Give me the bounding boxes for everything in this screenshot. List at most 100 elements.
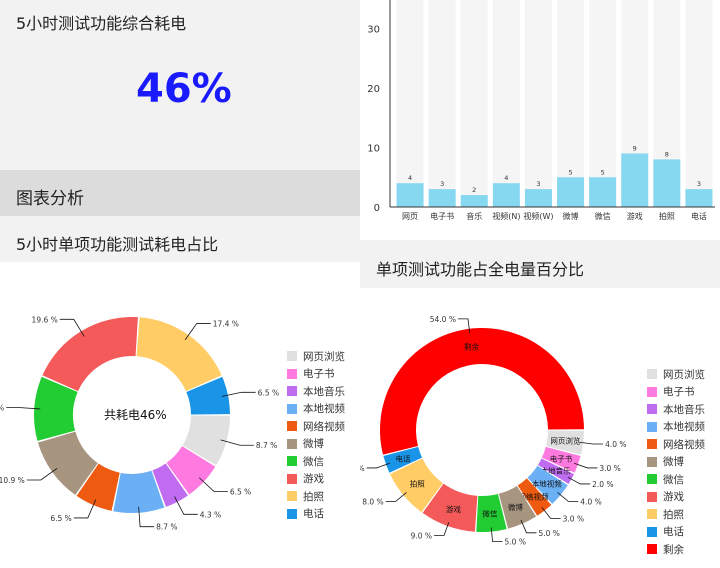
legend-swatch bbox=[647, 491, 657, 502]
right-legend-item: 剩余 bbox=[647, 541, 684, 557]
bar-item-3 bbox=[492, 183, 520, 207]
bar-background-item-2 bbox=[460, 0, 488, 207]
right-donut-inner-label: 电话 bbox=[395, 453, 410, 463]
left-legend-item: 拍照 bbox=[287, 488, 324, 504]
bar-category-label: 网页 bbox=[402, 212, 418, 221]
legend-label: 游戏 bbox=[303, 473, 324, 485]
right-donut-inner-label: 本地视频 bbox=[532, 479, 562, 489]
left-donut-leader-line bbox=[6, 407, 41, 410]
legend-swatch bbox=[287, 421, 297, 431]
left-panel: 5小时测试功能综合耗电 46% 图表分析 5小时单项功能测试耗电占比 8.7 %… bbox=[0, 0, 360, 532]
right-donut-leader-line bbox=[434, 522, 450, 536]
legend-label: 剩余 bbox=[663, 543, 684, 556]
legend-label: 本地音乐 bbox=[303, 385, 345, 398]
legend-label: 本地视频 bbox=[663, 421, 705, 433]
bar-item-9 bbox=[685, 189, 713, 207]
legend-swatch bbox=[647, 456, 657, 467]
bar-item-8 bbox=[653, 159, 681, 207]
legend-label: 本地音乐 bbox=[663, 403, 705, 416]
right-donut-leader-line bbox=[490, 527, 503, 542]
bar-background-item-3 bbox=[492, 0, 520, 207]
right-donut-slice-item-3 bbox=[527, 465, 568, 504]
bar-value-label: 5 bbox=[601, 168, 605, 176]
left-donut-leader-line bbox=[26, 468, 58, 481]
left-donut-leader-line bbox=[198, 477, 228, 492]
right-donut-value-label: 4.0 % bbox=[605, 440, 626, 449]
left-donut-value-label: 8.7 % bbox=[156, 523, 177, 532]
bar-background-item-6 bbox=[589, 0, 617, 207]
legend-label: 微博 bbox=[663, 456, 684, 468]
bar-value-label: 3 bbox=[697, 180, 701, 188]
right-donut-value-label: 4.0 % bbox=[580, 497, 601, 506]
right-donut-slice-item-8 bbox=[390, 458, 443, 513]
left-donut-slice-item-4 bbox=[76, 463, 120, 511]
left-donut-leader-line bbox=[184, 323, 211, 341]
right-donut-value-label: 2.0 % bbox=[592, 480, 613, 489]
left-legend-item: 本地视频 bbox=[287, 401, 345, 417]
left-donut-slice-item-6 bbox=[33, 376, 78, 441]
bar-chart: 4 网页 3 电子书 2 音乐 4 视频(N) 3 视频(W) 5 微博 5 微信 9 游戏 8 拍照 3 电话 0 10… bbox=[367, 0, 715, 221]
legend-swatch bbox=[287, 351, 297, 361]
right-legend-item: 电子书 bbox=[647, 384, 695, 400]
y-tick-label: 30 bbox=[367, 25, 380, 36]
left-donut-value-label: 10.9 % bbox=[0, 404, 4, 413]
legend-swatch bbox=[287, 473, 297, 484]
left-legend-item: 网络视频 bbox=[287, 418, 345, 434]
legend-label: 电子书 bbox=[663, 386, 695, 398]
right-legend-item: 拍照 bbox=[647, 506, 684, 522]
legend-label: 微信 bbox=[663, 473, 684, 486]
right-legend-item: 微信 bbox=[647, 471, 684, 487]
right-donut-value-label: 54.0 % bbox=[430, 315, 456, 324]
left-legend-item: 微博 bbox=[287, 436, 324, 452]
chart-title-bar bbox=[0, 216, 360, 262]
left-donut-slice-item-5 bbox=[37, 431, 98, 495]
legend-swatch bbox=[647, 386, 657, 397]
bar-value-label: 4 bbox=[408, 174, 412, 182]
right-donut-value-label: 3.0 % bbox=[563, 514, 584, 523]
legend-swatch bbox=[647, 509, 657, 519]
right-donut-slice-item-2 bbox=[537, 458, 574, 485]
right-donut-leader-line bbox=[541, 507, 561, 519]
section-header-bar bbox=[0, 170, 360, 216]
bar-category-label: 微博 bbox=[563, 211, 579, 221]
left-donut-value-label: 6.5 % bbox=[50, 514, 71, 523]
left-legend-item: 电子书 bbox=[287, 366, 335, 382]
section-header: 图表分析 bbox=[16, 189, 84, 209]
right-donut-inner-label: 微信 bbox=[482, 509, 497, 519]
bar-value-label: 8 bbox=[665, 150, 669, 158]
bar-category-label: 视频(N) bbox=[492, 211, 520, 221]
right-donut-leader-line bbox=[567, 476, 591, 485]
legend-label: 网页浏览 bbox=[663, 368, 705, 381]
left-donut-slice-item-8 bbox=[136, 317, 222, 392]
bar-category-label: 音乐 bbox=[466, 211, 482, 221]
legend-swatch bbox=[647, 369, 657, 379]
left-donut-value-label: 8.7 % bbox=[256, 441, 277, 450]
right-donut-inner-label: 拍照 bbox=[410, 479, 425, 489]
left-legend-item: 电话 bbox=[287, 506, 324, 522]
left-donut-leader-line bbox=[220, 439, 254, 446]
left-legend-item: 本地音乐 bbox=[287, 383, 345, 399]
bar-background-item-1 bbox=[428, 0, 456, 207]
right-donut-slice-item-0 bbox=[546, 430, 584, 455]
right-donut-leader-line bbox=[385, 492, 407, 502]
right-donut-slice-item-9 bbox=[383, 446, 423, 473]
left-donut-value-label: 10.9 % bbox=[0, 476, 25, 485]
right-legend-item: 网络视频 bbox=[647, 436, 705, 452]
left-donut-value-label: 19.6 % bbox=[32, 315, 58, 324]
legend-swatch bbox=[287, 403, 297, 414]
left-donut-value-label: 4.3 % bbox=[200, 510, 221, 519]
right-donut-leader-line bbox=[579, 441, 604, 445]
left-donut-value-label: 6.5 % bbox=[258, 388, 279, 397]
legend-label: 网页浏览 bbox=[303, 350, 345, 363]
right-donut-inner-label: 微博 bbox=[508, 502, 523, 512]
legend-swatch bbox=[647, 421, 657, 432]
left-donut-leader-line bbox=[59, 318, 85, 337]
right-panel: 4 网页 3 电子书 2 音乐 4 视频(N) 3 视频(W) 5 微博 5 微信 9 游戏 8 拍照 3 电话 0 10… bbox=[360, 0, 720, 568]
legend-label: 拍照 bbox=[663, 508, 684, 521]
summary-title: 5小时测试功能综合耗电 bbox=[16, 14, 187, 33]
right-donut-leader-line bbox=[366, 462, 390, 469]
bar-item-1 bbox=[428, 189, 456, 207]
legend-swatch bbox=[647, 404, 657, 414]
bar-item-4 bbox=[524, 189, 552, 207]
legend-label: 电话 bbox=[303, 508, 324, 520]
